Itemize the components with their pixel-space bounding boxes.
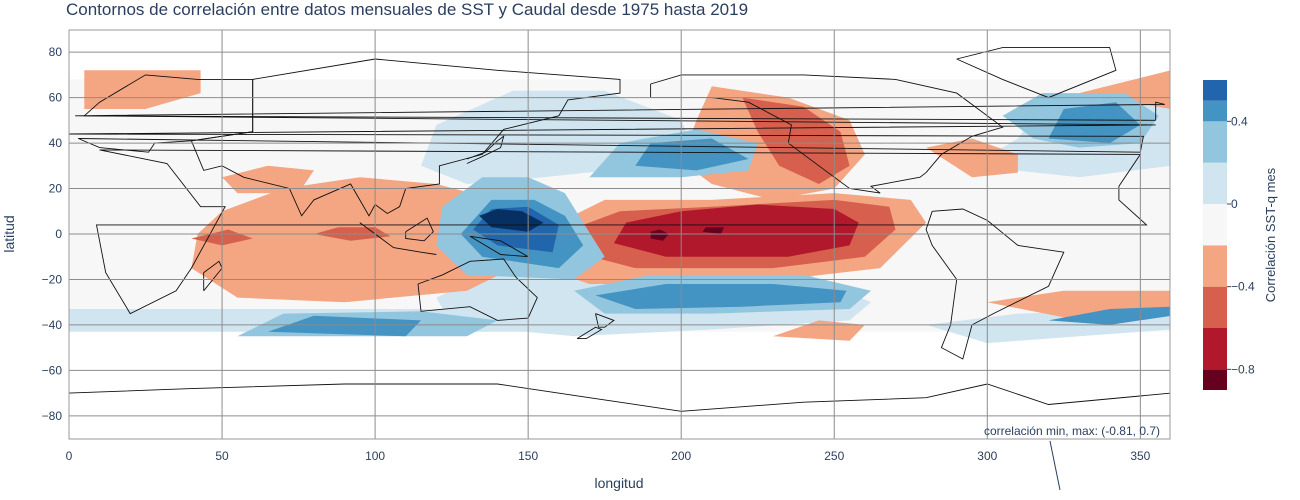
annotation-arrow	[1049, 440, 1061, 491]
colorbar: −0.8 −0.4 0 0.4	[1203, 80, 1255, 390]
contour-region	[742, 97, 850, 184]
y-tick-label: 60	[49, 91, 63, 105]
grid-lines	[68, 29, 1171, 440]
x-axis-label: longitud	[594, 475, 643, 491]
contour-region	[268, 315, 421, 337]
plot-area[interactable]	[68, 29, 1171, 440]
coastline	[595, 313, 615, 328]
colorbar-tick-label: −0.8	[1231, 362, 1255, 376]
coastline	[466, 135, 505, 164]
colorbar-segment	[1203, 204, 1227, 246]
y-axis-ticks: −80 −60 −40 −20 0 20 40 60 80	[42, 45, 63, 423]
x-tick-label: 150	[518, 449, 538, 463]
contour-region	[84, 70, 201, 109]
colorbar-tick-label: −0.4	[1231, 280, 1255, 294]
colorbar-tick-label: 0.4	[1231, 114, 1248, 128]
y-tick-label: 20	[49, 182, 63, 196]
contour-region	[1048, 102, 1141, 144]
y-tick-label: 40	[49, 136, 63, 150]
y-tick-label: −40	[42, 318, 63, 332]
coastline	[417, 258, 538, 321]
colorbar-segment	[1203, 100, 1227, 122]
coastline	[405, 217, 434, 242]
contour-region	[650, 229, 669, 241]
plot-frame	[68, 29, 1171, 440]
colorbar-tick-label: 0	[1231, 197, 1238, 211]
contour-region	[479, 209, 544, 232]
y-tick-label: −20	[42, 272, 63, 286]
contour-region	[773, 320, 865, 341]
contour-region	[702, 227, 725, 234]
coastline	[650, 74, 1004, 194]
y-tick-label: −60	[42, 363, 63, 377]
colorbar-segment	[1203, 80, 1227, 101]
x-axis-ticks: 0 50 100 150 200 250 300 350	[66, 449, 1151, 463]
x-tick-label: 350	[1130, 449, 1150, 463]
colorbar-title: Correlación SST-q mes	[1263, 167, 1278, 302]
contour-region	[1048, 306, 1170, 325]
min-max-annotation: correlación min, max: (-0.81, 0.7)	[984, 424, 1160, 438]
contour-region	[222, 165, 314, 194]
coastline	[576, 326, 603, 340]
contour-region	[595, 284, 847, 309]
coastline	[203, 260, 223, 292]
colorbar-segment	[1203, 121, 1227, 163]
coastline	[190, 58, 621, 217]
y-axis-label: latitud	[1, 215, 17, 252]
colorbar-segment	[1203, 369, 1227, 390]
chart-title: Contornos de correlación entre datos men…	[66, 0, 749, 19]
colorbar-segment	[1203, 245, 1227, 287]
coastline	[956, 47, 1117, 99]
x-tick-label: 300	[977, 449, 997, 463]
y-tick-label: 80	[49, 45, 63, 59]
x-tick-label: 100	[365, 449, 385, 463]
coastline	[359, 222, 437, 255]
colorbar-segment	[1203, 328, 1227, 370]
colorbar-segment	[1203, 286, 1227, 328]
x-tick-label: 50	[215, 449, 229, 463]
y-tick-label: −80	[42, 409, 63, 423]
x-tick-label: 0	[66, 449, 73, 463]
y-tick-label: 0	[55, 227, 62, 241]
contour-layer	[69, 70, 1170, 344]
colorbar-segment	[1203, 162, 1227, 204]
x-tick-label: 200	[671, 449, 691, 463]
coastline	[69, 74, 1156, 153]
coastline	[75, 101, 1165, 121]
contour-region	[926, 138, 1018, 178]
contour-region	[613, 204, 859, 257]
contour-region	[1079, 70, 1170, 109]
x-tick-label: 250	[824, 449, 844, 463]
